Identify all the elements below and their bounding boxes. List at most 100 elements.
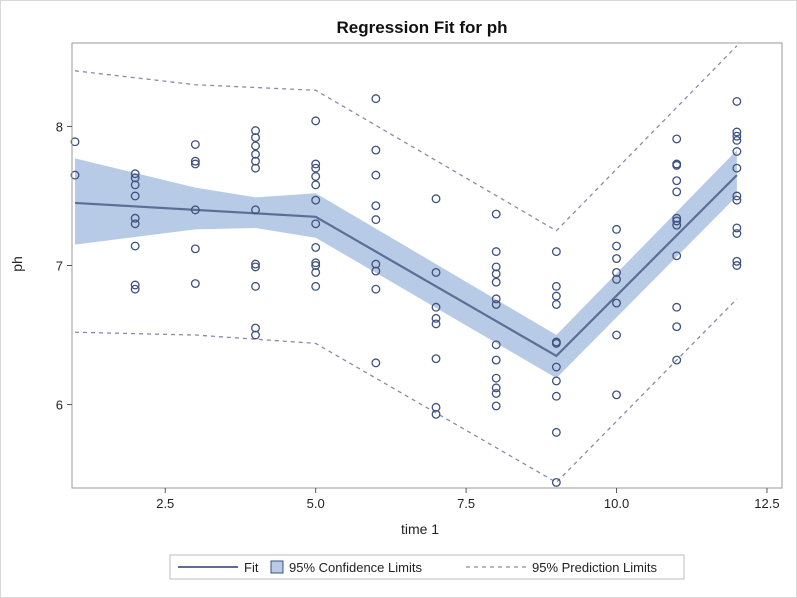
data-point: [672, 322, 682, 332]
data-point: [130, 280, 140, 290]
y-tick-label: 8: [56, 119, 63, 134]
data-point: [130, 169, 140, 179]
data-point: [431, 319, 441, 329]
data-point: [130, 180, 140, 190]
data-point: [672, 187, 682, 197]
data-point: [551, 362, 561, 372]
data-point: [130, 219, 140, 229]
data-point: [672, 220, 682, 230]
data-point: [251, 262, 260, 272]
data-point: [371, 170, 381, 180]
data-point: [251, 259, 260, 269]
y-tick-label: 6: [56, 398, 63, 413]
data-point: [732, 256, 742, 266]
data-point: [491, 209, 501, 219]
y-tick-label: 7: [56, 259, 63, 274]
data-point: [311, 172, 321, 181]
data-point: [491, 294, 501, 304]
data-point: [491, 299, 501, 309]
data-point: [551, 477, 561, 487]
data-point: [371, 284, 381, 294]
data-point: [551, 427, 561, 437]
data-point: [311, 116, 321, 126]
data-point: [311, 242, 321, 252]
data-point: [311, 268, 321, 277]
data-point: [612, 390, 621, 400]
data-point: [190, 244, 200, 254]
data-point: [371, 145, 381, 155]
data-point: [551, 299, 561, 309]
legend-label-prediction: 95% Prediction Limits: [532, 560, 657, 575]
data-point: [431, 194, 441, 204]
data-point: [130, 241, 140, 251]
data-point: [612, 224, 621, 234]
data-point: [551, 281, 561, 291]
legend: Fit 95% Confidence Limits 95% Prediction…: [169, 554, 685, 580]
data-point: [190, 279, 200, 289]
legend-label-fit: Fit: [244, 560, 259, 575]
legend-confidence-swatch: [270, 560, 284, 574]
data-point: [251, 163, 260, 173]
data-point: [491, 247, 501, 257]
data-point: [311, 219, 321, 229]
data-point: [371, 358, 381, 368]
legend-item-fit: Fit: [178, 560, 259, 575]
x-tick-label: 5.0: [307, 496, 325, 511]
data-point: [491, 269, 501, 279]
data-point: [491, 388, 501, 398]
data-point: [612, 298, 621, 308]
data-point: [551, 376, 561, 386]
data-point: [311, 163, 321, 173]
data-point: [371, 266, 381, 276]
x-tick-label: 2.5: [156, 496, 174, 511]
data-point: [672, 176, 682, 186]
data-point: [130, 284, 140, 294]
data-point: [612, 241, 621, 251]
data-point: [551, 338, 561, 348]
data-point: [672, 355, 682, 365]
data-point: [311, 258, 321, 268]
data-point: [251, 330, 260, 340]
data-point: [612, 330, 621, 340]
data-point: [190, 205, 200, 215]
data-point: [612, 254, 621, 263]
y-axis-label: ph: [9, 256, 25, 272]
data-point: [371, 201, 381, 211]
data-point: [551, 247, 561, 257]
data-point: [491, 355, 501, 365]
prediction-upper-line: [74, 45, 738, 232]
data-point: [70, 137, 80, 147]
x-tick-label: 10.0: [604, 496, 629, 511]
data-point: [732, 191, 742, 201]
chart-title: Regression Fit for ph: [337, 18, 508, 37]
fit-line: [74, 174, 738, 358]
confidence-band: [75, 150, 737, 379]
data-point: [190, 159, 200, 169]
data-point: [130, 191, 140, 201]
data-point: [732, 229, 742, 238]
data-point: [491, 373, 501, 383]
data-point: [431, 313, 441, 323]
data-point: [491, 277, 501, 287]
data-point: [491, 340, 501, 350]
data-point: [371, 215, 381, 225]
data-point: [371, 94, 381, 104]
data-point: [431, 268, 441, 277]
data-point: [311, 195, 321, 205]
data-point: [551, 291, 561, 301]
data-point: [431, 354, 441, 364]
legend-label-confidence: 95% Confidence Limits: [289, 560, 422, 575]
data-point: [491, 401, 501, 411]
data-point: [190, 140, 200, 149]
data-point: [732, 163, 742, 173]
data-point: [190, 156, 200, 166]
data-point: [732, 127, 742, 137]
data-point: [732, 96, 742, 106]
data-point: [311, 159, 321, 169]
data-point: [672, 134, 682, 144]
legend-item-confidence: 95% Confidence Limits: [270, 560, 422, 575]
data-point: [732, 147, 742, 156]
data-point: [70, 170, 80, 180]
